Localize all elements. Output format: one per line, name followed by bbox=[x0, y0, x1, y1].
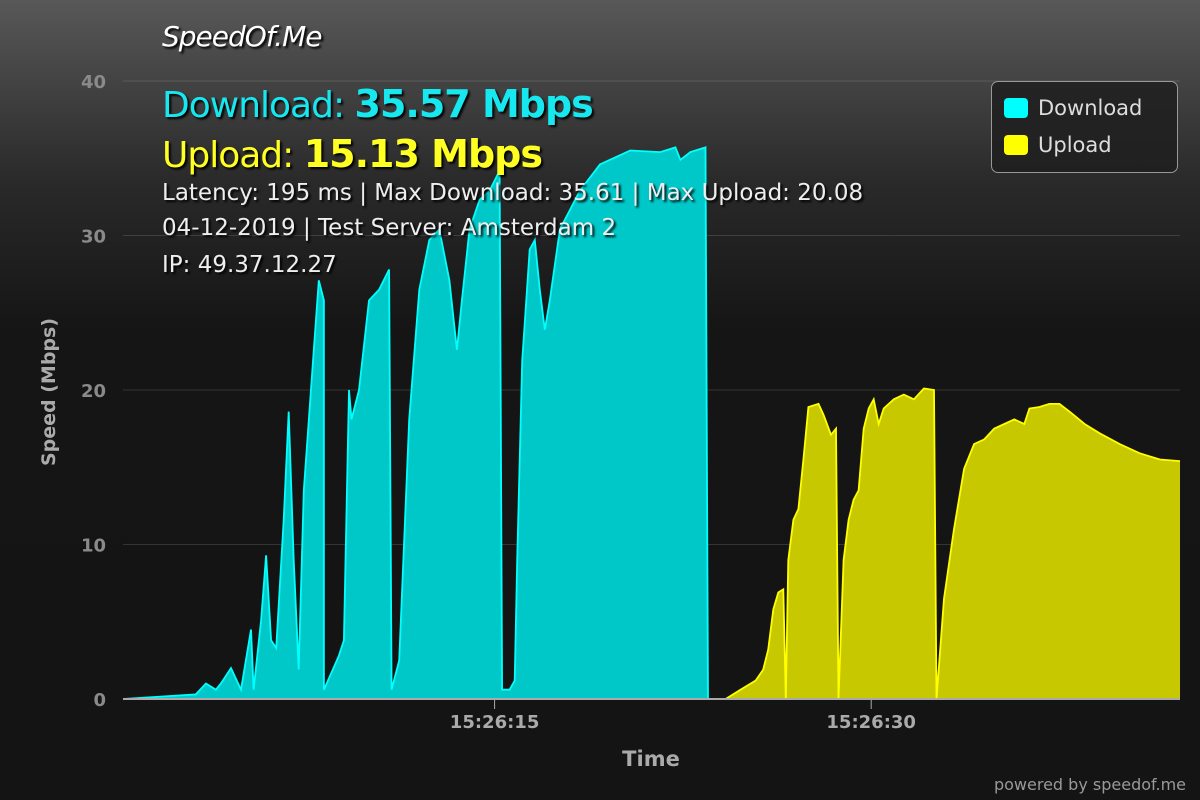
latency-info: Latency: 195 ms | Max Download: 35.61 | … bbox=[162, 180, 864, 206]
upload-line bbox=[725, 387, 1181, 700]
legend: Download Upload bbox=[991, 81, 1178, 173]
upload-summary: Upload: 15.13 Mbps bbox=[162, 132, 543, 176]
upload-value: 15.13 Mbps bbox=[303, 132, 543, 176]
date-server-info: 04-12-2019 | Test Server: Amsterdam 2 bbox=[162, 215, 617, 241]
download-line bbox=[122, 146, 709, 700]
download-label: Download: bbox=[162, 85, 345, 126]
y-axis-title: Speed (Mbps) bbox=[38, 318, 60, 466]
x-tick-label: 15:26:30 bbox=[826, 712, 916, 733]
x-axis-title: Time bbox=[622, 747, 680, 771]
y-tick-label: 10 bbox=[81, 536, 106, 557]
ip-info: IP: 49.37.12.27 bbox=[162, 252, 337, 278]
legend-item-upload[interactable]: Upload bbox=[1004, 133, 1112, 157]
download-value: 35.57 Mbps bbox=[354, 82, 594, 126]
legend-item-download[interactable]: Download bbox=[1004, 96, 1142, 120]
y-tick-label: 20 bbox=[81, 381, 106, 402]
powered-by-link[interactable]: powered by speedof.me bbox=[993, 775, 1186, 794]
upload-area bbox=[725, 388, 1180, 699]
legend-label: Download bbox=[1038, 96, 1143, 120]
download-area bbox=[123, 147, 708, 699]
legend-label: Upload bbox=[1038, 133, 1112, 157]
upload-swatch bbox=[1004, 135, 1028, 155]
y-tick-label: 0 bbox=[93, 690, 106, 711]
download-summary: Download: 35.57 Mbps bbox=[162, 82, 594, 126]
y-tick-label: 30 bbox=[81, 227, 106, 248]
brand-logo: SpeedOf.Me bbox=[162, 20, 322, 53]
x-tick-label: 15:26:15 bbox=[450, 712, 540, 733]
upload-label: Upload: bbox=[162, 135, 294, 176]
y-tick-label: 40 bbox=[81, 72, 106, 93]
download-swatch bbox=[1004, 98, 1028, 118]
